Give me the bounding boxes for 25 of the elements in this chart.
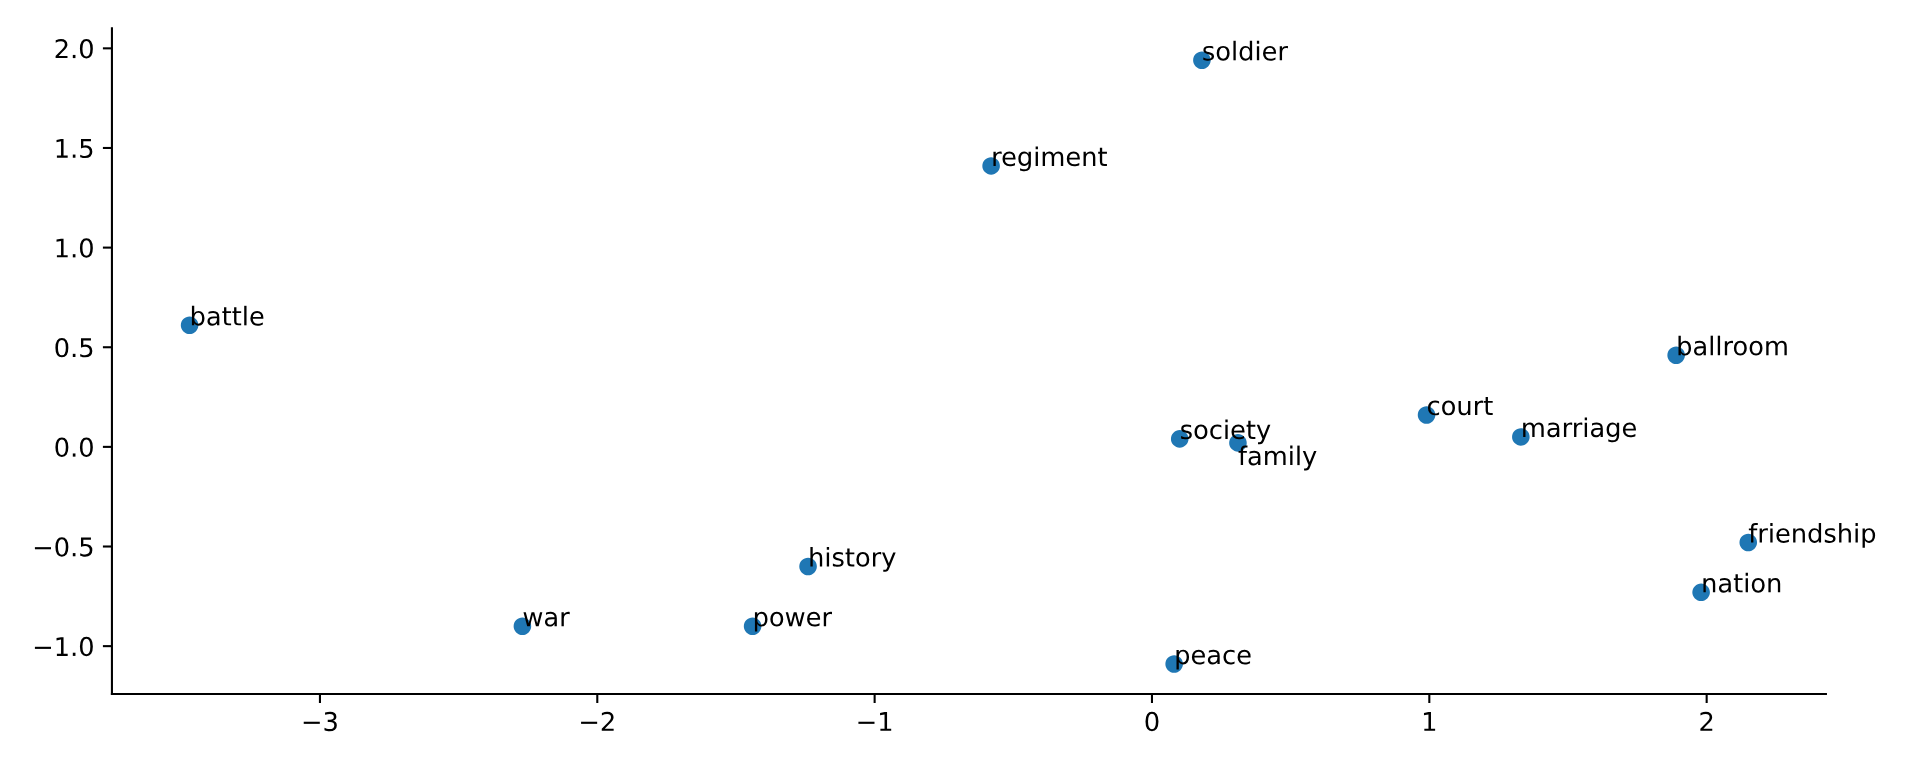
annotation: friendship [1748, 523, 1876, 548]
x-tick-label: −3 [303, 711, 337, 732]
annotation: history [810, 546, 896, 572]
annotation: regiment [993, 146, 1107, 172]
x-tick-label: 1 [1423, 712, 1436, 731]
x-tick-label: 2 [1700, 711, 1713, 731]
annotation: nation [1703, 572, 1781, 593]
y-tick-label: 1.5 [56, 139, 93, 159]
y-tick-label: −1.0 [34, 636, 93, 657]
x-tick-label: 0 [1145, 711, 1159, 732]
y-tick-label: 1.0 [56, 238, 93, 258]
annotation: battle [191, 305, 264, 326]
x-tick-label: −1 [858, 712, 892, 731]
y-tick-label: 0.5 [55, 337, 93, 358]
annotation: soldier [1203, 40, 1288, 61]
y-tick-label: 2.0 [55, 39, 93, 59]
annotation: court [1427, 396, 1493, 416]
annotation: family [1238, 445, 1317, 471]
annotation: marriage [1523, 417, 1636, 443]
annotation: society [1181, 419, 1271, 445]
x-tick-label: −2 [581, 711, 614, 731]
y-tick-label: 0.0 [55, 437, 93, 457]
annotation: ballroom [1678, 335, 1787, 356]
y-tick-label: −0.5 [34, 537, 93, 557]
annotation: war [523, 611, 570, 627]
